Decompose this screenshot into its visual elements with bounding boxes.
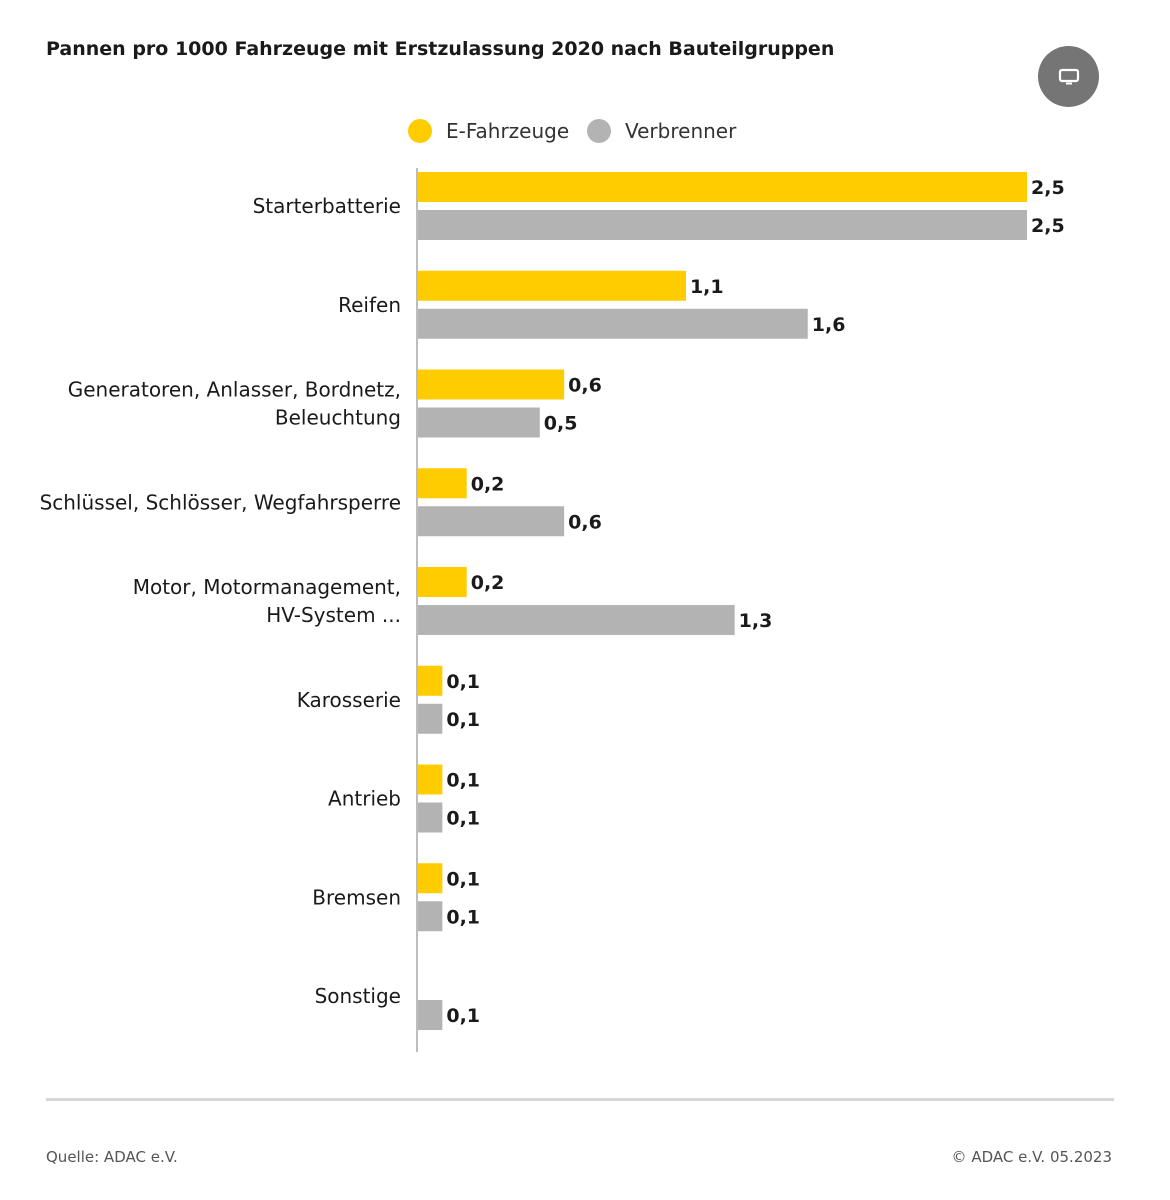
category-label-karosserie: Karosserie [297,688,401,712]
category-label-motor-motormanagement-hv-system-line-1: Motor, Motormanagement, [133,575,401,599]
category-label-reifen: Reifen [338,293,401,317]
legend-item-verbrenner[interactable]: Verbrenner [587,115,736,147]
value-label-verbrenner-sonstige: 0,1 [446,1005,480,1027]
bar-e-fahrzeuge-reifen[interactable] [418,270,686,301]
value-label-verbrenner-bremsen: 0,1 [446,906,480,928]
value-label-e-fahrzeuge-antrieb: 0,1 [446,770,480,792]
category-label-antrieb: Antrieb [328,787,401,811]
chart-title: Pannen pro 1000 Fahrzeuge mit Erstzulass… [46,38,835,60]
value-label-e-fahrzeuge-generatoren-anlasser-bordnetz-beleuchtung: 0,6 [568,375,602,397]
bar-verbrenner-motor-motormanagement-hv-system[interactable] [418,605,735,635]
category-label-starterbatterie: Starterbatterie [253,194,401,218]
chart-legend: E-Fahrzeuge Verbrenner [0,115,1170,147]
bar-e-fahrzeuge-generatoren-anlasser-bordnetz-beleuchtung[interactable] [418,369,565,400]
display-mode-button[interactable] [1038,46,1099,107]
value-label-verbrenner-motor-motormanagement-hv-system: 1,3 [739,610,773,632]
value-label-verbrenner-generatoren-anlasser-bordnetz-beleuchtung: 0,5 [544,413,578,435]
bar-e-fahrzeuge-starterbatterie[interactable] [418,172,1027,202]
category-label-generatoren-anlasser-bordnetz-beleuchtung-line-2: Beleuchtung [275,406,401,430]
value-label-verbrenner-reifen: 1,6 [812,314,846,336]
value-label-verbrenner-schlüssel-schlösser-wegfahrsperre: 0,6 [568,511,602,533]
legend-label-verbrenner: Verbrenner [625,119,737,143]
bar-e-fahrzeuge-bremsen[interactable] [418,863,443,894]
legend-swatch-verbrenner [587,119,611,143]
value-label-e-fahrzeuge-starterbatterie: 2,5 [1031,177,1065,199]
value-label-verbrenner-karosserie: 0,1 [446,709,480,731]
legend-label-e-fahrzeuge: E-Fahrzeuge [446,119,570,143]
category-label-motor-motormanagement-hv-system-line-2: HV-System ... [266,603,401,627]
value-label-e-fahrzeuge-schlüssel-schlösser-wegfahrsperre: 0,2 [471,473,505,495]
bar-e-fahrzeuge-antrieb[interactable] [418,764,443,795]
bar-verbrenner-schlüssel-schlösser-wegfahrsperre[interactable] [418,506,565,537]
value-label-e-fahrzeuge-reifen: 1,1 [690,276,724,298]
legend-swatch-e-fahrzeuge [408,119,432,143]
value-label-e-fahrzeuge-motor-motormanagement-hv-system: 0,2 [471,572,505,594]
bar-e-fahrzeuge-motor-motormanagement-hv-system[interactable] [418,567,467,597]
source-note: Quelle: ADAC e.V. [46,1148,178,1166]
bar-verbrenner-bremsen[interactable] [418,901,443,932]
copyright-note: © ADAC e.V. 05.2023 [951,1148,1112,1166]
bar-verbrenner-reifen[interactable] [418,308,808,339]
bar-verbrenner-starterbatterie[interactable] [418,210,1027,240]
category-label-sonstige: Sonstige [315,984,401,1008]
value-label-verbrenner-starterbatterie: 2,5 [1031,215,1065,237]
bar-chart: Starterbatterie 2,5 2,5 Reifen 1,1 1,6 Generat… [40,168,1065,1052]
bar-verbrenner-generatoren-anlasser-bordnetz-beleuchtung[interactable] [418,407,540,438]
category-label-schlüssel-schlösser-wegfahrsperre: Schlüssel, Schlösser, Wegfahrsperre [40,490,401,514]
bar-verbrenner-antrieb[interactable] [418,802,443,833]
monitor-icon [1058,68,1079,84]
bar-verbrenner-karosserie[interactable] [418,703,443,734]
legend-item-e-fahrzeuge[interactable]: E-Fahrzeuge [408,115,569,147]
bar-e-fahrzeuge-schlüssel-schlösser-wegfahrsperre[interactable] [418,468,467,499]
category-label-bremsen: Bremsen [312,885,401,909]
bar-e-fahrzeuge-karosserie[interactable] [418,665,443,696]
value-label-e-fahrzeuge-bremsen: 0,1 [446,868,480,890]
bar-verbrenner-sonstige[interactable] [418,1000,443,1030]
value-label-e-fahrzeuge-karosserie: 0,1 [446,671,480,693]
category-label-generatoren-anlasser-bordnetz-beleuchtung-line-1: Generatoren, Anlasser, Bordnetz, [68,378,401,402]
footer-divider [46,1098,1114,1101]
value-label-verbrenner-antrieb: 0,1 [446,808,480,830]
